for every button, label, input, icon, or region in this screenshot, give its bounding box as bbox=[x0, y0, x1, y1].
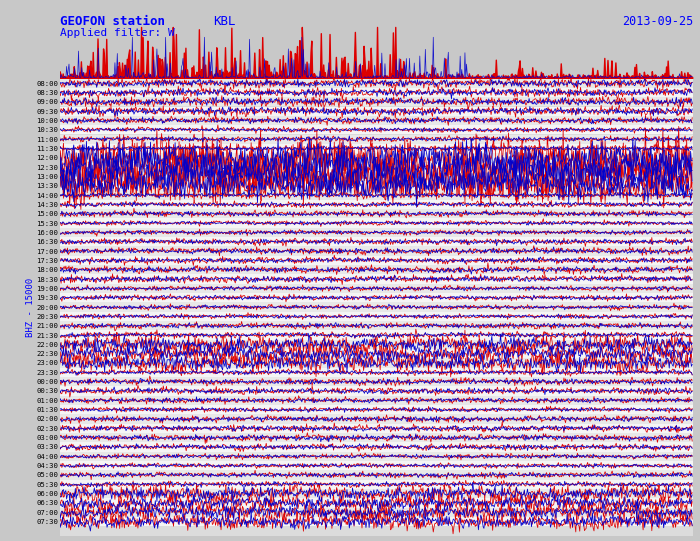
Bar bbox=[60, 172, 693, 181]
Bar bbox=[60, 144, 693, 153]
Bar bbox=[60, 321, 693, 330]
Bar bbox=[60, 359, 693, 367]
Bar bbox=[60, 461, 693, 470]
Bar bbox=[60, 162, 693, 171]
Text: Applied filter: W: Applied filter: W bbox=[60, 28, 174, 38]
Bar bbox=[60, 331, 693, 340]
Bar bbox=[60, 424, 693, 433]
Bar bbox=[60, 125, 693, 134]
Bar bbox=[60, 88, 693, 97]
Text: GEOFON station: GEOFON station bbox=[60, 15, 164, 28]
Bar bbox=[60, 265, 693, 274]
Bar bbox=[60, 237, 693, 246]
Bar bbox=[60, 302, 693, 312]
Bar bbox=[60, 433, 693, 442]
Bar bbox=[60, 219, 693, 228]
Text: 2013-09-25: 2013-09-25 bbox=[622, 15, 693, 28]
Bar bbox=[60, 349, 693, 358]
Bar bbox=[60, 340, 693, 349]
Bar bbox=[60, 414, 693, 424]
Bar bbox=[60, 377, 693, 386]
Bar bbox=[60, 274, 693, 283]
Bar bbox=[60, 135, 693, 144]
Bar bbox=[60, 190, 693, 200]
Bar bbox=[60, 78, 693, 88]
Bar bbox=[60, 386, 693, 395]
Bar bbox=[60, 228, 693, 237]
Bar bbox=[60, 470, 693, 479]
Bar bbox=[60, 517, 693, 526]
Bar bbox=[60, 97, 693, 107]
Bar bbox=[60, 284, 693, 293]
Bar bbox=[60, 107, 693, 116]
Bar bbox=[60, 116, 693, 125]
Bar bbox=[60, 312, 693, 321]
Bar bbox=[60, 507, 693, 517]
Bar bbox=[60, 368, 693, 377]
Bar bbox=[60, 209, 693, 219]
Bar bbox=[60, 181, 693, 190]
Bar bbox=[60, 395, 693, 405]
Bar bbox=[60, 489, 693, 498]
Bar bbox=[60, 405, 693, 414]
Bar bbox=[60, 247, 693, 255]
Bar bbox=[60, 256, 693, 265]
Bar bbox=[60, 480, 693, 489]
Bar bbox=[60, 293, 693, 302]
Bar bbox=[60, 200, 693, 209]
Bar bbox=[60, 452, 693, 461]
Bar bbox=[60, 153, 693, 162]
Text: KBL: KBL bbox=[214, 15, 236, 28]
Bar bbox=[60, 443, 693, 452]
Y-axis label: BHZ - 15000: BHZ - 15000 bbox=[26, 278, 35, 337]
Bar bbox=[60, 498, 693, 507]
